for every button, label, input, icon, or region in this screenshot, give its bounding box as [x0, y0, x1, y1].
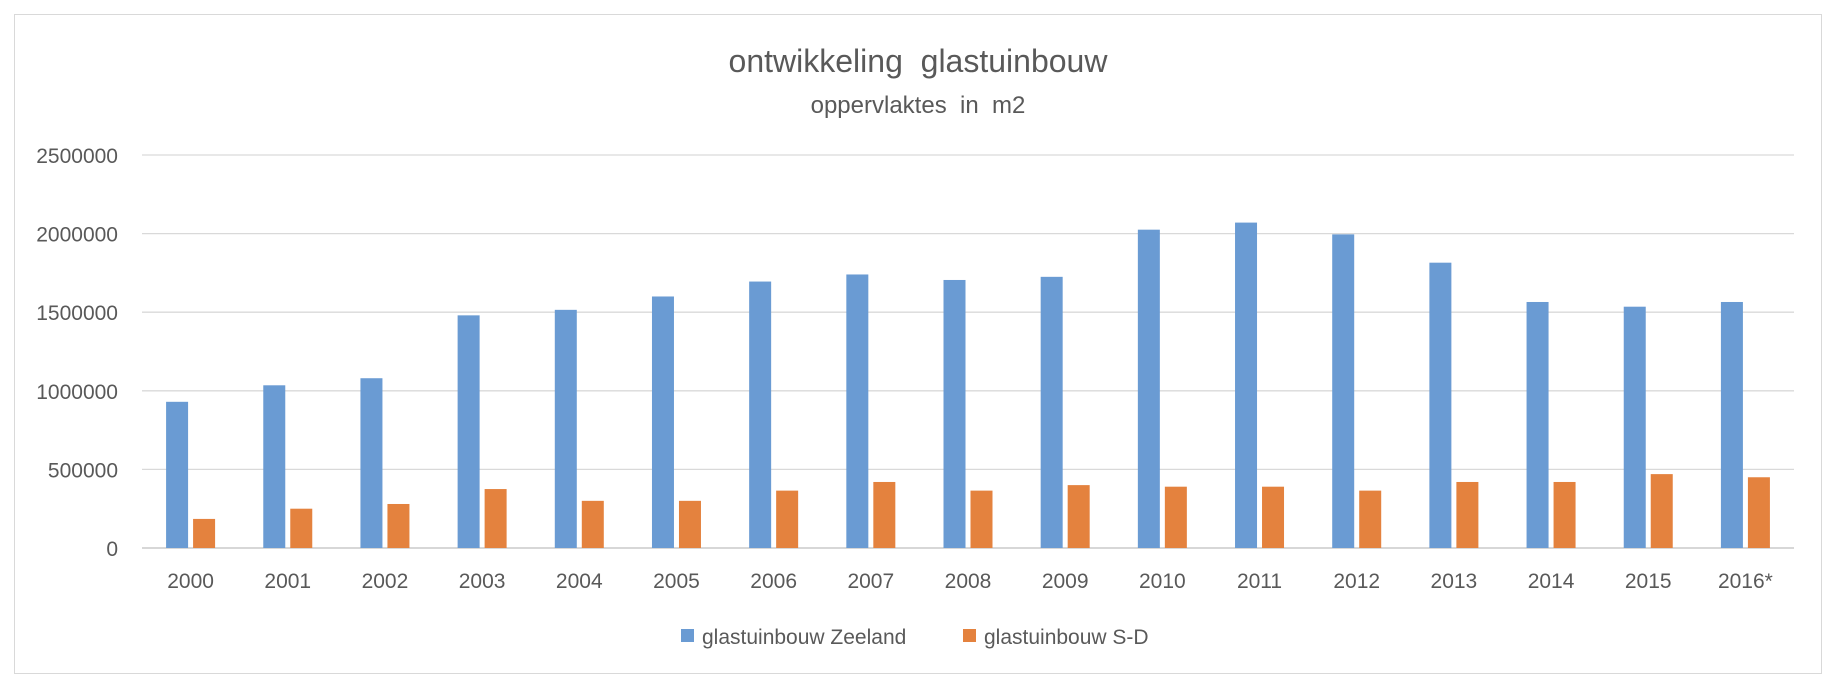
bar-s-d-2013	[1456, 481, 1479, 548]
y-tick-label: 2000000	[36, 224, 118, 247]
x-tick-label: 2003	[459, 570, 506, 593]
legend-swatch	[963, 629, 976, 642]
bar-zeeland-2011	[1235, 222, 1258, 548]
chart-title: ontwikkeling glastuinbouw	[729, 43, 1109, 79]
legend-swatch	[681, 629, 694, 642]
bar-s-d-2010	[1164, 486, 1187, 548]
bar-s-d-2015	[1650, 474, 1673, 548]
bar-s-d-2004	[581, 500, 604, 548]
bar-zeeland-2013	[1429, 262, 1452, 548]
y-axis-ticks: 0 500000 1000000 1500000 2000000 2500000	[36, 145, 118, 561]
x-tick-label: 2007	[847, 570, 894, 593]
x-tick-label: 2008	[945, 570, 992, 593]
bar-zeeland-2004	[554, 309, 577, 548]
bar-zeeland-2000	[166, 401, 189, 548]
bar-s-d-2002	[387, 503, 410, 548]
y-tick-label: 1500000	[36, 302, 118, 325]
bar-zeeland-2001	[263, 385, 286, 548]
bar-s-d-2007	[873, 481, 896, 548]
bar-s-d-2000	[193, 518, 216, 548]
x-tick-label: 2014	[1528, 570, 1575, 593]
bar-s-d-2011	[1262, 486, 1285, 548]
y-tick-label: 500000	[48, 459, 118, 482]
x-tick-label: 2004	[556, 570, 603, 593]
legend: glastuinbouw Zeeland glastuinbouw S-D	[681, 626, 1149, 649]
bar-s-d-2003	[484, 489, 507, 548]
x-axis-ticks: 2000 2001 2002 2003 2004 2005 2006 2007 2008 2009…	[167, 570, 1773, 593]
x-tick-label: 2006	[750, 570, 797, 593]
legend-label: glastuinbouw S-D	[984, 626, 1149, 649]
bar-zeeland-2015	[1623, 306, 1646, 548]
bar-s-d-2005	[678, 500, 701, 548]
bar-zeeland-2014	[1526, 301, 1549, 548]
bar-zeeland-2008	[943, 279, 966, 548]
bar-zeeland-2005	[651, 296, 674, 548]
bar-zeeland-2010	[1137, 229, 1160, 549]
x-tick-label: 2012	[1333, 570, 1380, 593]
x-tick-label: 2009	[1042, 570, 1089, 593]
x-tick-label: 2010	[1139, 570, 1186, 593]
y-tick-label: 2500000	[36, 145, 118, 168]
x-tick-label: 2011	[1237, 570, 1282, 593]
bars	[166, 222, 1770, 549]
x-tick-label: 2015	[1625, 570, 1672, 593]
legend-label: glastuinbouw Zeeland	[702, 626, 906, 649]
y-tick-label: 1000000	[36, 381, 118, 404]
x-tick-label: 2016*	[1718, 570, 1773, 593]
bar-s-d-2001	[290, 508, 313, 548]
x-tick-label: 2002	[362, 570, 409, 593]
bar-s-d-2014	[1553, 481, 1576, 548]
bar-s-d-2006	[776, 490, 799, 548]
bar-zeeland-2002	[360, 378, 383, 548]
bar-s-d-2008	[970, 490, 993, 548]
chart-frame	[14, 14, 1822, 674]
bar-zeeland-2016	[1720, 301, 1743, 548]
x-tick-label: 2001	[264, 570, 311, 593]
bar-zeeland-2007	[846, 274, 869, 548]
y-tick-label: 0	[106, 538, 118, 561]
bar-zeeland-2003	[457, 315, 480, 548]
x-tick-label: 2005	[653, 570, 700, 593]
chart-subtitle: oppervlaktes in m2	[811, 92, 1026, 119]
gridlines	[142, 154, 1794, 549]
bar-zeeland-2006	[749, 281, 772, 548]
bar-s-d-2009	[1067, 485, 1090, 548]
x-tick-label: 2000	[167, 570, 214, 593]
bar-zeeland-2009	[1040, 276, 1063, 548]
bar-zeeland-2012	[1332, 234, 1355, 549]
x-tick-label: 2013	[1431, 570, 1478, 593]
bar-s-d-2016	[1747, 477, 1770, 548]
bar-s-d-2012	[1359, 490, 1382, 548]
